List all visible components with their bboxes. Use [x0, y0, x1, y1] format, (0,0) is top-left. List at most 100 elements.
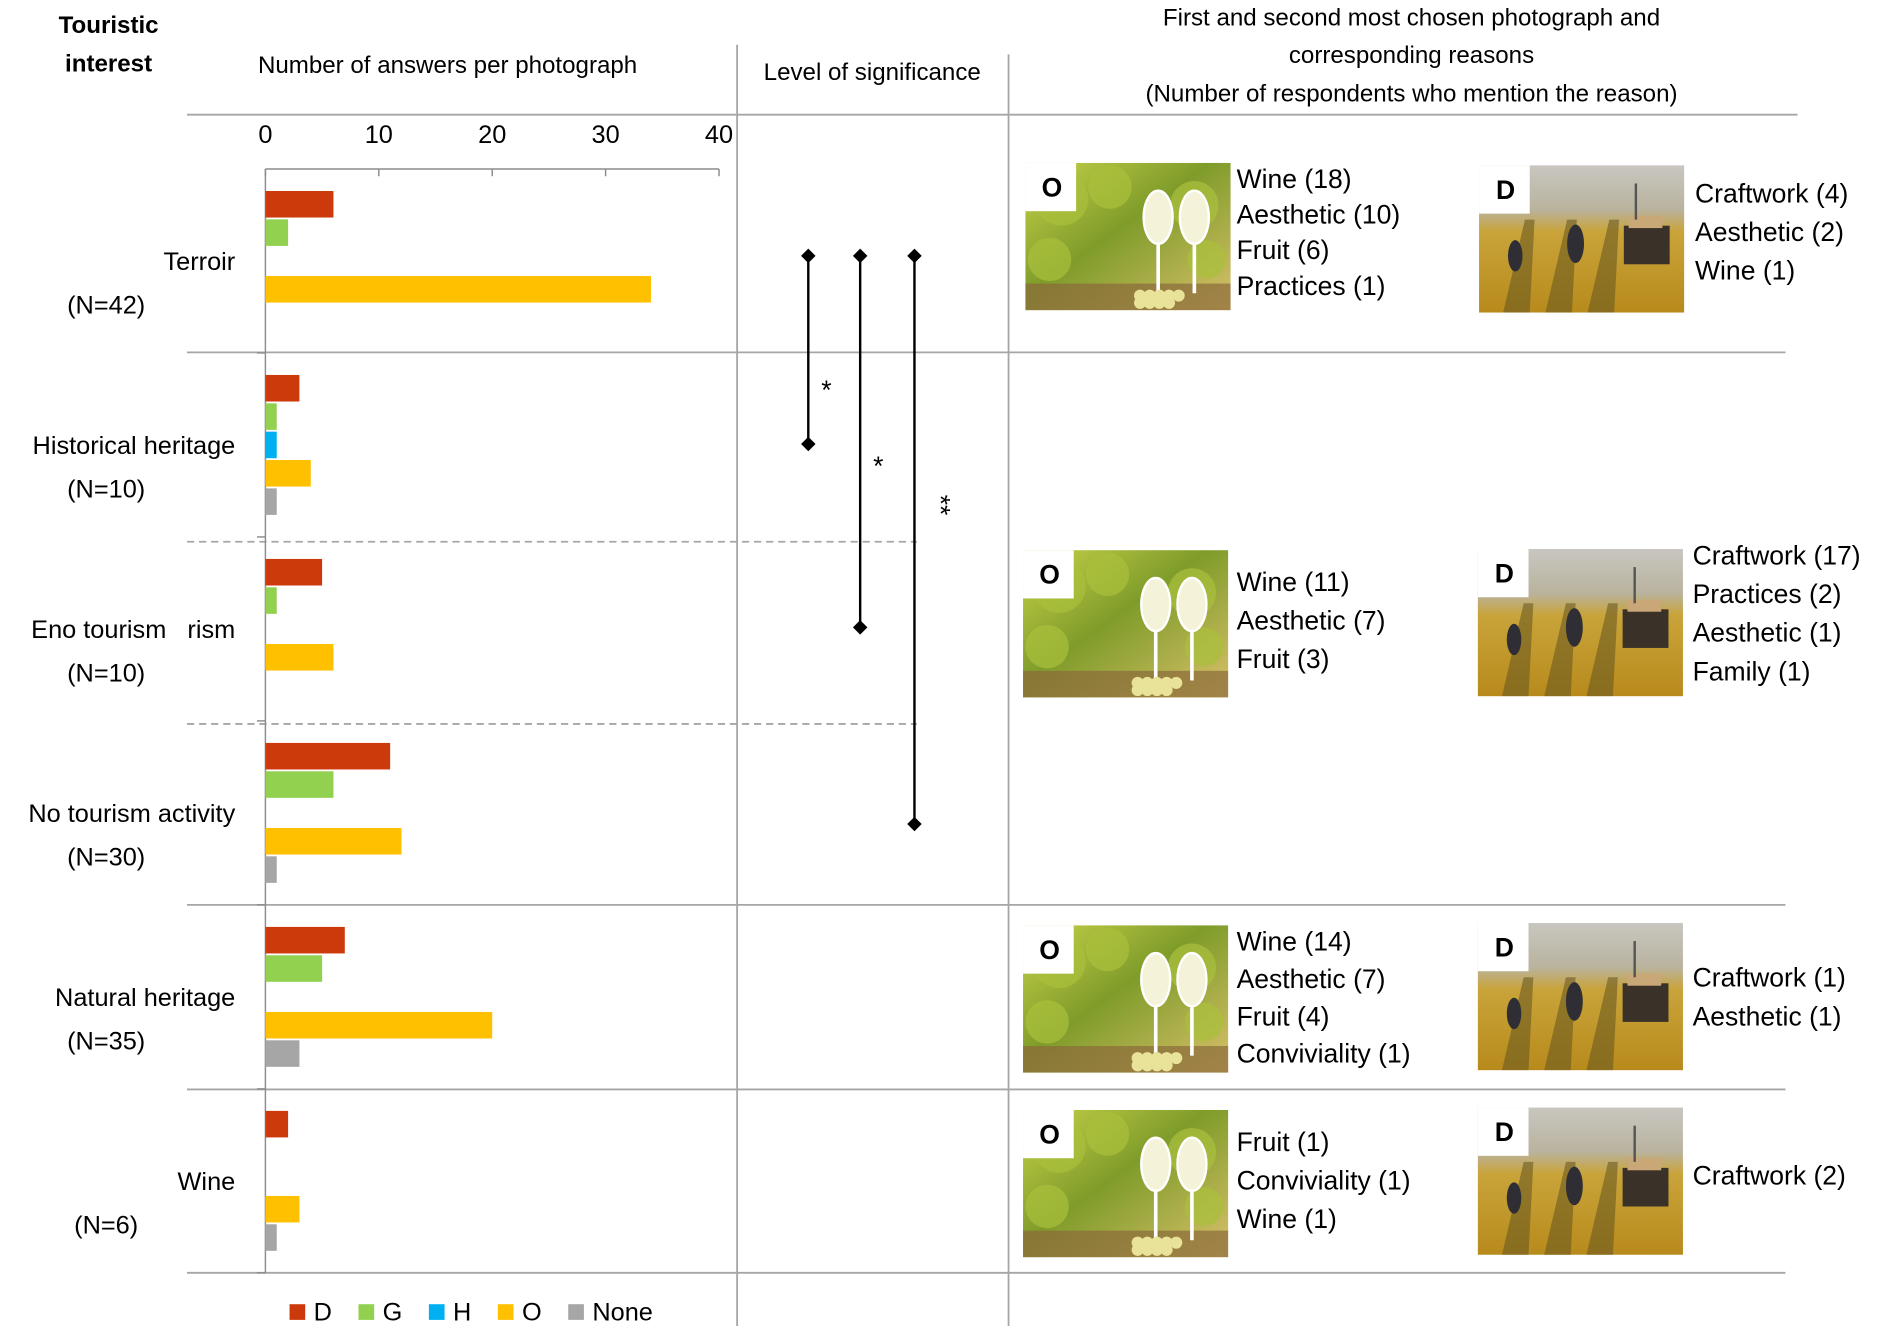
reason: Wine (1)	[1695, 256, 1795, 286]
photo-grape	[1150, 1243, 1163, 1256]
photo-grape	[1160, 1243, 1173, 1256]
photo-grape	[1150, 1059, 1163, 1072]
bar	[265, 431, 277, 459]
bar	[265, 488, 277, 515]
reason: Conviviality (1)	[1237, 1039, 1411, 1069]
x-tick-label: 20	[478, 121, 506, 149]
photograph	[1477, 548, 1683, 697]
photo-table	[1025, 283, 1231, 311]
legend-label: O	[522, 1299, 542, 1326]
photo-corner	[1023, 550, 1074, 599]
category-label: Historical heritage	[33, 432, 236, 460]
significance-label: *	[873, 451, 883, 481]
reason: Fruit (1)	[1237, 1127, 1330, 1157]
photo-corner	[1477, 922, 1529, 972]
photo-grape	[1141, 684, 1154, 697]
legend-label: None	[592, 1299, 653, 1326]
category-note: (N=6)	[74, 1211, 138, 1239]
reason: Aesthetic (7)	[1237, 606, 1386, 636]
photo-grape	[1150, 684, 1163, 697]
photo-row	[1586, 977, 1618, 1071]
reason: Family (1)	[1693, 656, 1811, 686]
photo-tractor	[1623, 225, 1670, 265]
legend-swatch	[358, 1304, 375, 1320]
bar	[265, 219, 289, 246]
photo-grape	[1131, 1243, 1144, 1256]
bar	[265, 643, 334, 671]
x-tick-label: 0	[258, 121, 272, 149]
column-header: (Number of respondents who mention the r…	[1145, 81, 1677, 108]
photo-worker	[1565, 982, 1583, 1021]
photo-glass	[1140, 1136, 1172, 1193]
bar	[265, 558, 323, 586]
x-tick-label: 40	[705, 121, 733, 149]
legend-swatch	[289, 1304, 306, 1320]
significance-brackets	[801, 248, 922, 832]
photo-leaf	[1085, 927, 1130, 972]
photo-tractor-top	[1628, 216, 1663, 229]
photograph	[1023, 550, 1229, 698]
photo-glass	[1176, 576, 1208, 633]
reason: Craftwork (17)	[1693, 540, 1861, 570]
reason: Aesthetic (10)	[1237, 200, 1401, 230]
photo-letter: O	[1039, 560, 1060, 590]
x-tick-label: 30	[592, 121, 620, 149]
photo-glass	[1176, 951, 1208, 1008]
photo-grape	[1162, 296, 1176, 309]
photo-grape	[1170, 676, 1183, 689]
photo-grape	[1172, 289, 1185, 302]
photo-worker	[1508, 240, 1523, 272]
reason: Wine (11)	[1237, 567, 1350, 597]
legend-label: D	[314, 1299, 332, 1326]
photograph	[1479, 165, 1685, 313]
photo-corner	[1477, 548, 1529, 598]
photo-tractor-top	[1627, 973, 1662, 986]
category-note: (N=30)	[67, 843, 145, 871]
reason: Fruit (4)	[1237, 1001, 1330, 1031]
photo-corner	[1479, 165, 1530, 214]
legend-swatch	[428, 1304, 445, 1320]
legend-swatch	[568, 1304, 584, 1320]
chart-title: Number of answers per photograph	[258, 52, 637, 79]
bar	[265, 587, 277, 614]
photograph	[1477, 1107, 1683, 1255]
category-note: (N=42)	[67, 291, 145, 319]
bar	[265, 771, 334, 798]
bar	[265, 276, 651, 303]
photo-grape	[1160, 1059, 1173, 1072]
photo-worker	[1506, 1182, 1522, 1214]
category-note: (N=35)	[67, 1027, 145, 1055]
photo-glass	[1140, 576, 1172, 633]
category-label: No tourism activity	[28, 800, 235, 828]
photo-corner	[1023, 925, 1074, 974]
photo-letter: D	[1496, 175, 1515, 205]
photo-tractor	[1622, 609, 1669, 648]
photo-corner	[1477, 1107, 1529, 1156]
photo-worker	[1506, 997, 1522, 1030]
bar	[265, 1195, 300, 1223]
reason: Craftwork (2)	[1693, 1161, 1846, 1191]
legend-swatch	[497, 1304, 514, 1320]
bar	[265, 926, 345, 954]
column-header: Level of significance	[764, 59, 981, 86]
reason: Conviviality (1)	[1237, 1165, 1411, 1195]
photo-leaf	[1187, 240, 1226, 279]
photograph	[1025, 162, 1231, 311]
photograph	[1023, 925, 1229, 1073]
photo-grape	[1143, 296, 1156, 309]
photo-grape	[1134, 296, 1147, 309]
photo-letter: O	[1039, 1120, 1060, 1150]
reason: Aesthetic (1)	[1693, 618, 1842, 648]
column-header: corresponding reasons	[1289, 42, 1534, 69]
reason: Aesthetic (1)	[1693, 1001, 1842, 1031]
photo-glass	[1142, 189, 1174, 245]
photo-tractor-top	[1627, 599, 1662, 612]
category-label: Eno tourism rism	[31, 616, 235, 644]
reason: Fruit (3)	[1237, 644, 1330, 674]
bar	[265, 742, 391, 770]
photo-grape	[1131, 684, 1144, 697]
photo-row	[1586, 603, 1618, 697]
reason: Fruit (6)	[1237, 235, 1330, 265]
x-tick-label: 10	[365, 121, 393, 149]
